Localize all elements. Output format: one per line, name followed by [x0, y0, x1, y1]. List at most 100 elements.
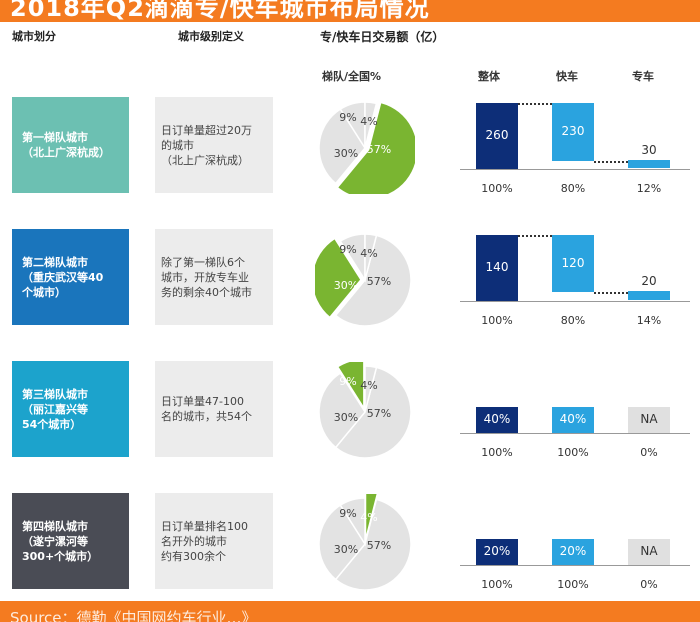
tier-4-line-2: （遂宁漯河等 [22, 534, 88, 548]
bar-premier [628, 160, 670, 168]
bar-express [552, 539, 594, 565]
def-3-line-2: 名的城市，共54个 [161, 410, 252, 423]
bar-premier [628, 407, 670, 433]
bar-share-label: 100% [557, 446, 589, 459]
tier-2-line-2: （重庆武汉等40 [22, 270, 104, 284]
bar-value-label: 40% [483, 412, 511, 426]
pie-slice [364, 365, 378, 413]
header-share-label: 梯队/全国% [322, 70, 382, 83]
bar-share-label: 100% [481, 578, 513, 591]
pie-chart-tier-2: 57% 30% 9% 4% [315, 233, 412, 326]
tier-2-line-1: 第二梯队城市 [22, 255, 88, 269]
tier-3-line-2: （丽江嘉兴等 [22, 402, 88, 416]
title-bar: 2018年Q2滴滴专/快车城市布局情况 [0, 0, 700, 22]
def-4-line-3: 约有300余个 [161, 549, 226, 563]
header-col-express: 快车 [556, 70, 578, 83]
pie-slice-label: 4% [360, 115, 377, 128]
pie-slice-label: 57% [367, 275, 391, 288]
bar-axis [460, 565, 690, 566]
pie-slice-label: 4% [360, 247, 377, 260]
pie-slice [334, 366, 412, 458]
header-city-level-definition: 城市级别定义 [178, 30, 244, 43]
pie-slice-label: 30% [334, 543, 358, 556]
bar-value-label: 230 [561, 124, 585, 138]
pie-slice [318, 504, 366, 581]
bar-express [552, 235, 594, 292]
bar-share-label: 80% [560, 182, 586, 195]
pie-slice-label: 30% [334, 147, 358, 160]
header-daily-trade-volume: 专/快车日交易额（亿） [320, 30, 445, 44]
pie-slice-label: 30% [334, 279, 358, 292]
definition-box-2: 除了第一梯队6个 城市，开放专车业 务的剩余40个城市 [155, 229, 273, 325]
page-title: 2018年Q2滴滴专/快车城市布局情况 [10, 0, 430, 22]
pie-slice-label: 9% [339, 243, 356, 256]
bar-chart-tier-1: 260 100% 230 80% 30 12% [460, 96, 690, 196]
bar-share-label: 100% [481, 446, 513, 459]
bar-axis [460, 433, 690, 434]
definition-box-3: 日订单量47-100 名的城市，共54个 [155, 361, 273, 457]
tier-box-2: 第二梯队城市 （重庆武汉等40 个城市） [12, 229, 129, 325]
pie-slice [315, 237, 362, 319]
bar-value-label: 20% [559, 544, 587, 558]
pie-slice-label: 4% [360, 379, 377, 392]
def-2-line-1: 除了第一梯队6个 [161, 255, 245, 269]
bar-share-label: 80% [560, 314, 586, 327]
tier-3-line-1: 第三梯队城市 [22, 387, 88, 401]
definition-box-4: 日订单量排名100 名开外的城市 约有300余个 [155, 493, 273, 589]
bar-value-label: 140 [485, 260, 509, 274]
pie-slice-label: 9% [339, 375, 356, 388]
header-col-premier: 专车 [632, 70, 654, 83]
bar-total [476, 103, 518, 169]
pie-slice-label: 9% [339, 111, 356, 124]
pie-slice-label: 9% [339, 507, 356, 520]
bar-value-label: 20 [641, 274, 657, 288]
header-col-total: 整体 [478, 70, 500, 83]
bar-value-label: NA [640, 412, 658, 426]
source-note: Source：德勤《中国网约车行业…》 [10, 609, 257, 622]
def-2-line-3: 务的剩余40个城市 [161, 285, 252, 299]
bar-share-label: 100% [481, 182, 513, 195]
pie-slice-label: 57% [367, 143, 391, 156]
bar-premier [628, 539, 670, 565]
bar-share-label: 12% [636, 182, 662, 195]
pie-chart-tier-1: 57% 30% 9% 4% [318, 101, 415, 194]
bar-total [476, 235, 518, 301]
bar-value-label: NA [640, 544, 658, 558]
bar-value-label: 20% [483, 544, 511, 558]
bar-share-label: 0% [640, 578, 658, 591]
bar-value-label: 260 [485, 128, 509, 142]
def-1-line-3: （北上广深杭成） [161, 153, 249, 167]
bar-value-label: 120 [561, 256, 585, 270]
def-4-line-2: 名开外的城市 [161, 534, 227, 548]
def-1-line-2: 的城市 [161, 138, 194, 152]
bar-axis [460, 301, 690, 302]
tier-4-line-3: 300+个城市） [22, 549, 99, 563]
bar-share-label: 14% [636, 314, 662, 327]
pie-slice [334, 234, 412, 326]
pie-slice [364, 233, 378, 281]
tier-1-line-1: 第一梯队城市 [22, 131, 88, 144]
def-3-line-1: 日订单量47-100 [161, 395, 244, 408]
pie-slice-label: 4% [360, 511, 377, 524]
def-1-line-1: 日订单量超过20万 [161, 123, 252, 137]
footer-bar: Source：德勤《中国网约车行业…》 [0, 601, 700, 622]
bar-chart-tier-4: 20% 100% 20% 100% NA 0% [460, 492, 690, 592]
pie-slice-label: 57% [367, 407, 391, 420]
def-4-line-1: 日订单量排名100 [161, 519, 248, 533]
pie-slice [364, 494, 379, 541]
bar-share-label: 0% [640, 446, 658, 459]
pie-slice [336, 101, 415, 194]
tier-4-line-1: 第四梯队城市 [22, 519, 88, 533]
header-city-division: 城市划分 [12, 30, 56, 43]
bar-chart-tier-2: 140 100% 120 80% 20 14% [460, 228, 690, 328]
pie-slice [334, 498, 412, 590]
def-2-line-2: 城市，开放专车业 [161, 270, 249, 284]
bar-express [552, 407, 594, 433]
tier-box-1: 第一梯队城市 （北上广深杭成） [12, 97, 129, 193]
bar-share-label: 100% [557, 578, 589, 591]
bar-share-label: 100% [481, 314, 513, 327]
bar-premier [628, 291, 670, 300]
tier-3-line-3: 54个城市） [22, 417, 82, 431]
pie-chart-tier-3: 57% 30% 9% 4% [318, 362, 412, 458]
pie-slice [318, 108, 366, 185]
